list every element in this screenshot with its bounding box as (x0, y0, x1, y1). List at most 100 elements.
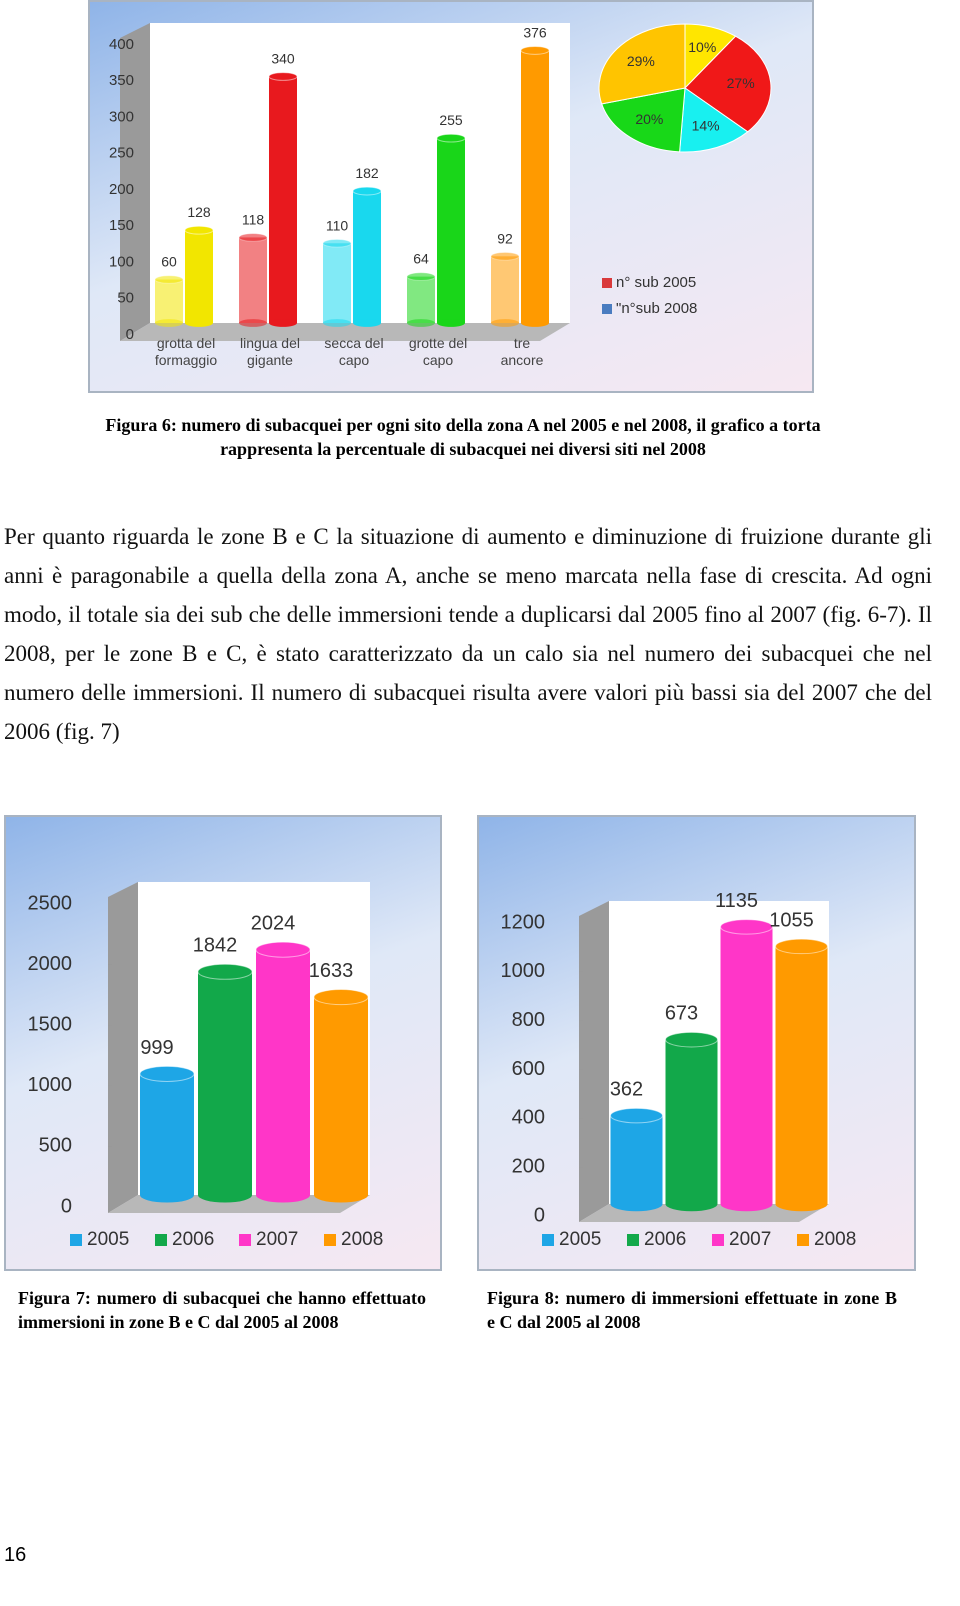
pie-label: 14% (692, 117, 720, 133)
bar (775, 946, 828, 1204)
y-tick-label: 1000 (28, 1074, 73, 1096)
x-tick-label-box: grotte del capo (408, 335, 468, 368)
bar-cap (139, 1065, 195, 1082)
x-tick-label-box: grotta del formaggio (155, 335, 217, 368)
value-label: 128 (187, 204, 211, 220)
bar-cap (322, 238, 352, 248)
back-wall (138, 882, 370, 1195)
pie-slice (598, 23, 686, 105)
y-tick-label: 300 (109, 108, 134, 125)
pie-label: 29% (627, 53, 655, 69)
bar-cap (610, 1107, 663, 1124)
bar (407, 276, 435, 323)
bar-cap (352, 186, 382, 196)
bar (269, 76, 297, 323)
legend-label: 2007 (729, 1229, 771, 1250)
floor (120, 323, 570, 341)
value-label: 362 (610, 1079, 643, 1101)
bar-cap (268, 72, 298, 81)
bar (353, 191, 381, 323)
bar-base (491, 319, 519, 327)
legend-label: 2006 (172, 1229, 214, 1250)
bar-base (140, 1187, 194, 1203)
bar-cap (490, 251, 520, 261)
value-label: 110 (326, 217, 349, 233)
bar (437, 138, 465, 323)
chart: 0 500 1000 1500 2000 2500 999 2005 1842 2006 2024 2… (28, 882, 383, 1250)
y-tick-label: 400 (512, 1107, 545, 1129)
legend-label: 2008 (814, 1229, 856, 1250)
legend-swatch (797, 1234, 809, 1246)
bar (140, 1073, 194, 1195)
x-tick-label: secca del capo (324, 335, 384, 368)
y-tick-label: 0 (61, 1195, 72, 1217)
legend-swatch (239, 1234, 251, 1246)
x-tick-label: grotte del capo (408, 335, 468, 368)
bar (720, 926, 773, 1204)
bar-base (720, 1196, 773, 1212)
bar-cap (720, 919, 773, 935)
y-tick-label: 2000 (28, 953, 73, 975)
bar-base (155, 319, 183, 327)
y-tick-label: 1500 (28, 1013, 73, 1035)
legend-label: 2008 (341, 1229, 383, 1250)
bar-base (521, 319, 549, 327)
caption: Figura 7: numero di subacquei che hanno … (18, 1288, 426, 1332)
bar-cap (197, 963, 253, 980)
value-label: 1055 (769, 909, 814, 931)
figure-box: 0 200 400 600 800 1000 1200 362 2005 673 2006 1135 2… (477, 815, 916, 1271)
value-label: 255 (439, 112, 463, 128)
value-label: 118 (242, 211, 265, 227)
bar (491, 256, 519, 323)
bar-base (256, 1187, 310, 1203)
value-label: 2024 (251, 913, 296, 935)
y-tick-label: 500 (39, 1135, 72, 1157)
x-tick-label-box: secca del capo (324, 335, 384, 368)
page-number: 16 (4, 1544, 27, 1566)
y-tick-label: 100 (109, 253, 134, 270)
legend-swatch (70, 1234, 82, 1246)
pie-label: 10% (688, 39, 716, 55)
bar (256, 949, 310, 1195)
bar (665, 1039, 718, 1204)
y-tick-label: 2500 (28, 892, 73, 914)
legend-swatch (602, 304, 612, 314)
bar-base (314, 1187, 368, 1203)
bar (323, 243, 351, 323)
y-tick-label: 1200 (501, 911, 546, 933)
value-label: 673 (665, 1003, 698, 1025)
y-tick-label: 200 (512, 1155, 545, 1177)
bar (155, 279, 183, 323)
y-tick-label: 800 (512, 1009, 545, 1031)
bar-base (665, 1196, 718, 1212)
y-tick-label: 400 (109, 36, 134, 53)
legend-label: 2006 (644, 1229, 686, 1250)
legend-label: 2005 (559, 1229, 601, 1250)
legend-swatch (627, 1234, 639, 1246)
value-label: 64 (413, 251, 429, 267)
bar-cap (184, 225, 214, 235)
bar (314, 997, 368, 1195)
value-label: 1633 (309, 960, 354, 982)
bar-base (353, 319, 381, 327)
bar-base (407, 319, 435, 327)
bar-base (239, 319, 267, 327)
y-tick-label: 250 (109, 145, 134, 162)
caption: Figura 8: numero di immersioni effettuat… (487, 1288, 897, 1332)
bar (198, 971, 252, 1195)
legend-swatch (712, 1234, 724, 1246)
pie-label: 27% (727, 75, 755, 91)
bar-base (185, 319, 213, 327)
bar-cap (255, 941, 311, 958)
y-tick-label: 200 (109, 181, 134, 198)
legend-swatch (324, 1234, 336, 1246)
legend-label: "n°sub 2008 (616, 300, 697, 317)
pie-label: 20% (635, 111, 663, 127)
x-tick-label-box: lingua del gigante (240, 335, 300, 368)
y-tick-label: 150 (109, 217, 134, 234)
legend-swatch (602, 278, 612, 288)
x-tick-label: lingua del gigante (240, 335, 300, 368)
paragraph: Per quanto riguarda le zone B e C la sit… (4, 524, 932, 744)
y-tick-label: 0 (534, 1204, 545, 1226)
